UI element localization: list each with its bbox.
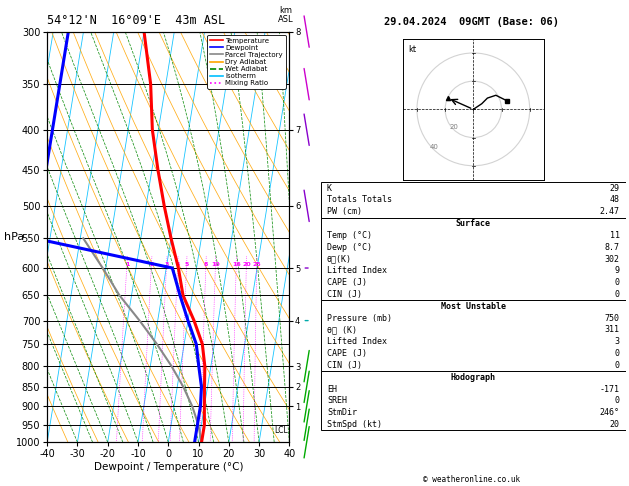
Text: Surface: Surface [456,219,491,228]
Text: 5: 5 [184,262,189,267]
Text: StmSpd (kt): StmSpd (kt) [327,420,382,429]
Text: CAPE (J): CAPE (J) [327,278,367,287]
Text: Temp (°C): Temp (°C) [327,231,372,240]
Text: 0: 0 [615,349,620,358]
Text: 2.47: 2.47 [600,208,620,216]
Text: 246°: 246° [600,408,620,417]
Text: 4: 4 [175,262,180,267]
Text: 10: 10 [211,262,220,267]
Text: 311: 311 [604,326,620,334]
X-axis label: Dewpoint / Temperature (°C): Dewpoint / Temperature (°C) [94,462,243,472]
Bar [321,371,626,431]
Text: 0: 0 [615,290,620,299]
Text: Dewp (°C): Dewp (°C) [327,243,372,252]
Text: 9: 9 [615,266,620,276]
Y-axis label: hPa: hPa [4,232,25,242]
Text: 0: 0 [615,361,620,370]
Text: -171: -171 [600,384,620,394]
Text: 3: 3 [165,262,169,267]
Text: θᴇ(K): θᴇ(K) [327,255,352,263]
Text: 20: 20 [610,420,620,429]
Text: 750: 750 [604,313,620,323]
Text: 25: 25 [252,262,261,267]
Text: 29: 29 [610,184,620,192]
Text: StmDir: StmDir [327,408,357,417]
Text: 0: 0 [615,278,620,287]
Text: kt: kt [408,45,416,53]
Text: 48: 48 [610,195,620,205]
Bar [321,182,626,218]
Text: 29.04.2024  09GMT (Base: 06): 29.04.2024 09GMT (Base: 06) [384,17,559,27]
Text: CIN (J): CIN (J) [327,290,362,299]
Text: 0: 0 [615,397,620,405]
Text: 8: 8 [204,262,208,267]
Text: 20: 20 [449,124,458,130]
Text: Pressure (mb): Pressure (mb) [327,313,392,323]
Bar [321,300,626,371]
Text: PW (cm): PW (cm) [327,208,362,216]
Text: 1: 1 [125,262,130,267]
Text: Lifted Index: Lifted Index [327,266,387,276]
Text: 54°12'N  16°09'E  43m ASL: 54°12'N 16°09'E 43m ASL [47,14,225,27]
Text: Hodograph: Hodograph [451,373,496,382]
Text: SREH: SREH [327,397,347,405]
Text: Most Unstable: Most Unstable [441,302,506,311]
Text: LCL: LCL [275,426,289,434]
Text: Totals Totals: Totals Totals [327,195,392,205]
Text: 8.7: 8.7 [604,243,620,252]
Text: CIN (J): CIN (J) [327,361,362,370]
Text: © weatheronline.co.uk: © weatheronline.co.uk [423,474,520,484]
Text: EH: EH [327,384,337,394]
Text: 16: 16 [232,262,241,267]
Text: Lifted Index: Lifted Index [327,337,387,347]
Bar [321,218,626,300]
Text: 2: 2 [149,262,153,267]
Text: CAPE (J): CAPE (J) [327,349,367,358]
Text: K: K [327,184,332,192]
Text: θᴇ (K): θᴇ (K) [327,326,357,334]
Text: 3: 3 [615,337,620,347]
Text: km
ASL: km ASL [279,6,294,24]
Text: 11: 11 [610,231,620,240]
Text: 40: 40 [430,144,438,150]
Legend: Temperature, Dewpoint, Parcel Trajectory, Dry Adiabat, Wet Adiabat, Isotherm, Mi: Temperature, Dewpoint, Parcel Trajectory… [208,35,286,89]
Text: 302: 302 [604,255,620,263]
Text: 20: 20 [242,262,251,267]
